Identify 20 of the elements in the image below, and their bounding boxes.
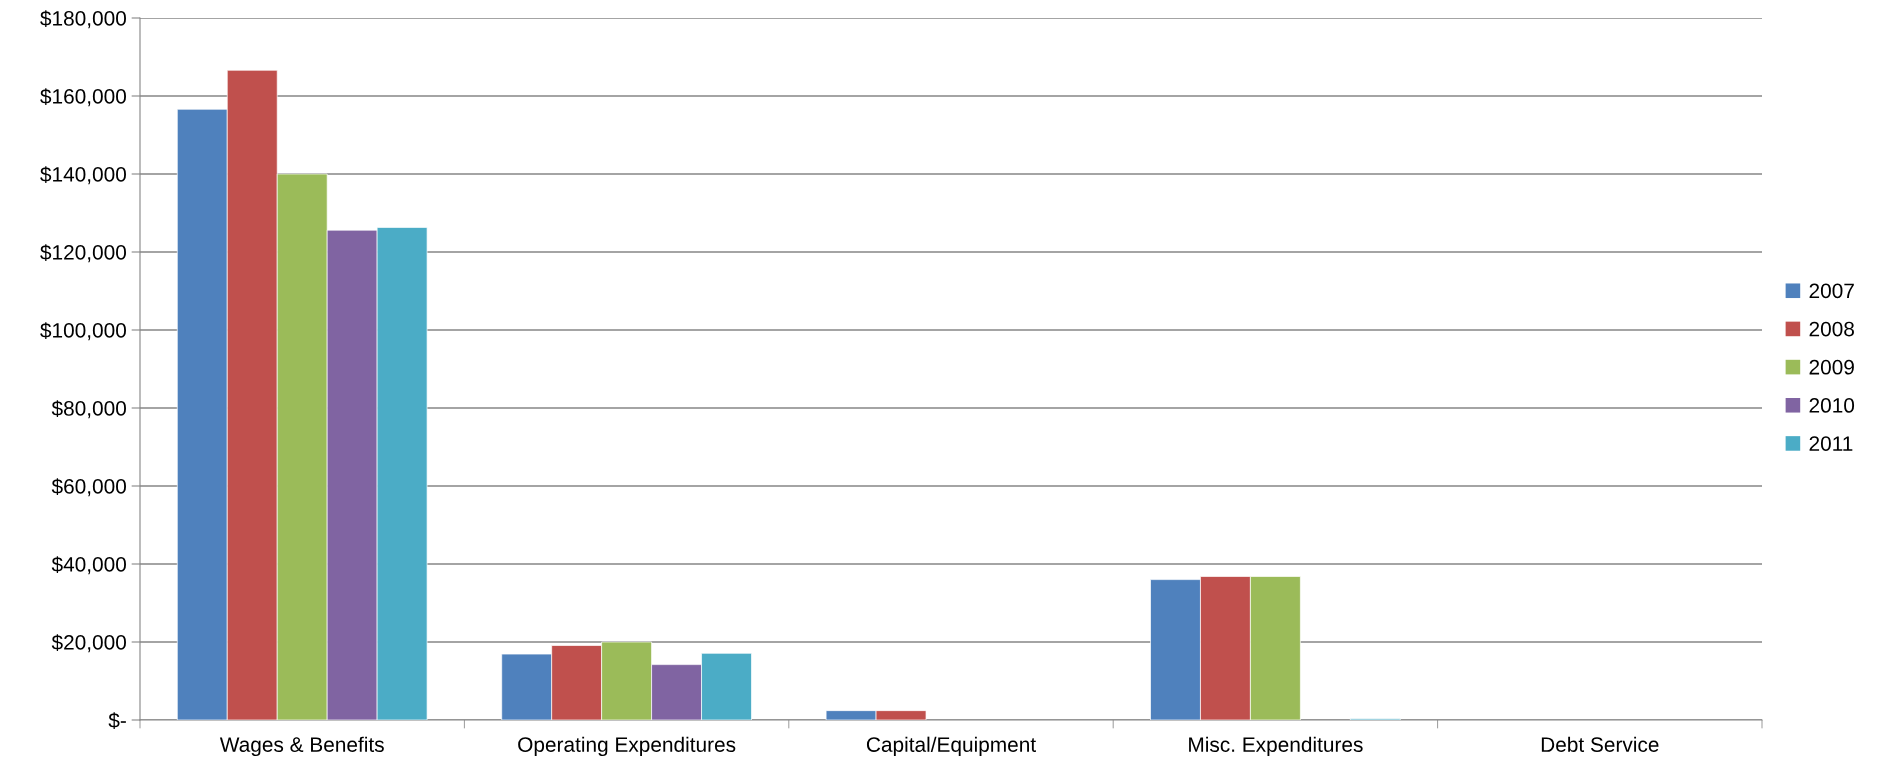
y-tick-label: $60,000 bbox=[51, 478, 126, 497]
y-tick-label: $40,000 bbox=[51, 556, 126, 575]
y-tick-label: $180,000 bbox=[40, 10, 126, 29]
y-tick-label: $140,000 bbox=[40, 166, 126, 185]
y-tick-label: $100,000 bbox=[40, 322, 126, 341]
legend-label: 2008 bbox=[1809, 321, 1854, 337]
x-tick-label: Wages & Benefits bbox=[219, 736, 384, 757]
legend-label: 2007 bbox=[1809, 283, 1854, 299]
x-tick-label: Misc. Expenditures bbox=[1189, 736, 1363, 757]
y-tick-label: $80,000 bbox=[51, 400, 126, 419]
y-tick-label: $20,000 bbox=[51, 634, 126, 653]
x-tick-label: Operating Expenditures bbox=[518, 736, 736, 757]
y-tick-label: $120,000 bbox=[40, 244, 126, 263]
legend-label: 2010 bbox=[1809, 398, 1855, 413]
y-tick-label: $160,000 bbox=[40, 88, 126, 107]
x-tick-label: Debt Service bbox=[1541, 736, 1659, 752]
x-tick-label: Capital/Equipment bbox=[866, 736, 1036, 757]
legend-label: 2011 bbox=[1809, 436, 1853, 451]
y-tick-label: $- bbox=[108, 712, 126, 729]
legend-label: 2009 bbox=[1809, 359, 1854, 375]
